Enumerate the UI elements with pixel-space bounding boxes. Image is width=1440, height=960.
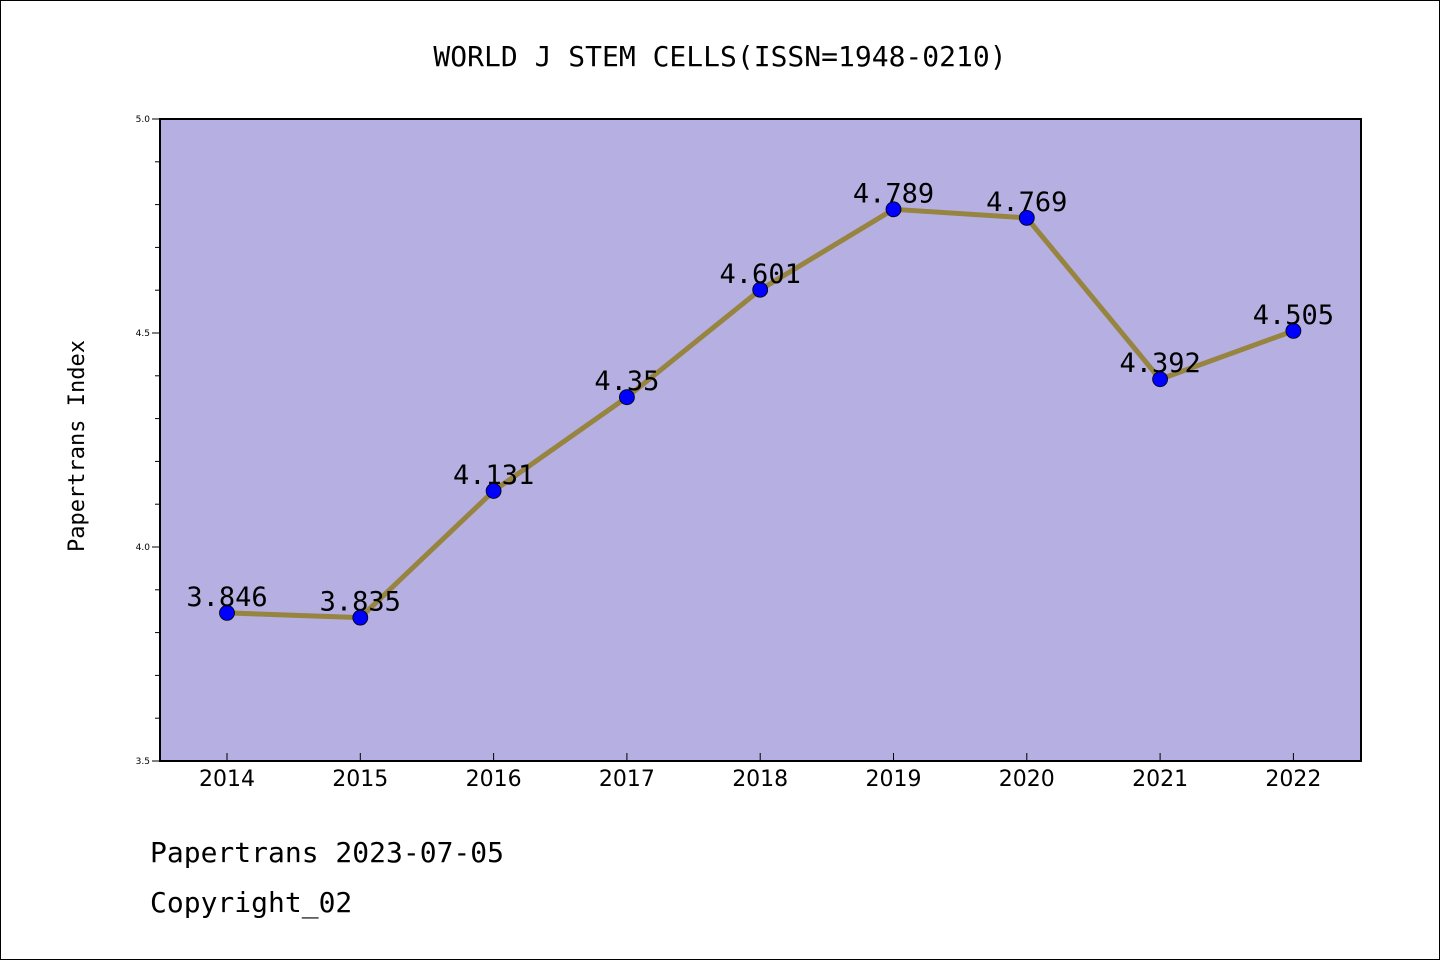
data-label: 4.769	[986, 187, 1067, 218]
y-tick-label: 4.0	[136, 543, 151, 553]
data-point	[1285, 322, 1302, 339]
data-point	[1152, 371, 1168, 388]
footer-copyright: Copyright_02	[150, 886, 353, 919]
plot-area	[159, 118, 1362, 762]
data-label: 3.846	[186, 582, 267, 613]
data-point	[885, 201, 902, 218]
chart-title: WORLD J STEM CELLS(ISSN=1948-0210)	[433, 40, 1006, 73]
data-point	[752, 281, 769, 298]
data-label: 4.789	[853, 178, 934, 209]
y-tick-label: 3.5	[136, 757, 150, 767]
data-point	[352, 609, 369, 626]
x-tick-label: 2021	[1132, 767, 1188, 792]
footer-date: Papertrans 2023-07-05	[150, 836, 505, 869]
y-tick-label: 5.0	[136, 115, 151, 125]
x-axis: 2014 2015 2016 2017 2018 2019 2020 2021 2022	[199, 753, 1321, 792]
data-point	[485, 483, 502, 499]
y-tick-label: 4.5	[136, 329, 150, 339]
x-tick-label: 2015	[332, 767, 388, 792]
x-tick-label: 2019	[866, 767, 922, 792]
data-label: 3.835	[320, 587, 401, 618]
data-label: 4.392	[1119, 348, 1200, 379]
x-tick-label: 2016	[466, 767, 522, 792]
x-tick-label: 2017	[599, 767, 655, 792]
data-point	[1018, 209, 1035, 226]
x-tick-label: 2022	[1265, 767, 1321, 792]
x-tick-label: 2014	[199, 767, 255, 792]
x-tick-label: 2018	[732, 767, 788, 792]
y-axis-label: Papertrans Index	[65, 340, 90, 552]
series-markers	[219, 201, 1302, 626]
data-label: 4.131	[453, 460, 534, 491]
data-labels: 3.846 3.835 4.131 4.35 4.601 4.789 4.769 4.392 4…	[186, 178, 1334, 617]
data-label: 4.505	[1253, 300, 1334, 331]
x-tick-label: 2020	[999, 767, 1055, 792]
data-point	[619, 389, 635, 406]
data-label: 4.35	[594, 366, 659, 397]
y-axis: 3.5 4.0 4.5 5.0	[136, 115, 160, 767]
data-label: 4.601	[720, 259, 801, 290]
data-point	[219, 605, 235, 621]
